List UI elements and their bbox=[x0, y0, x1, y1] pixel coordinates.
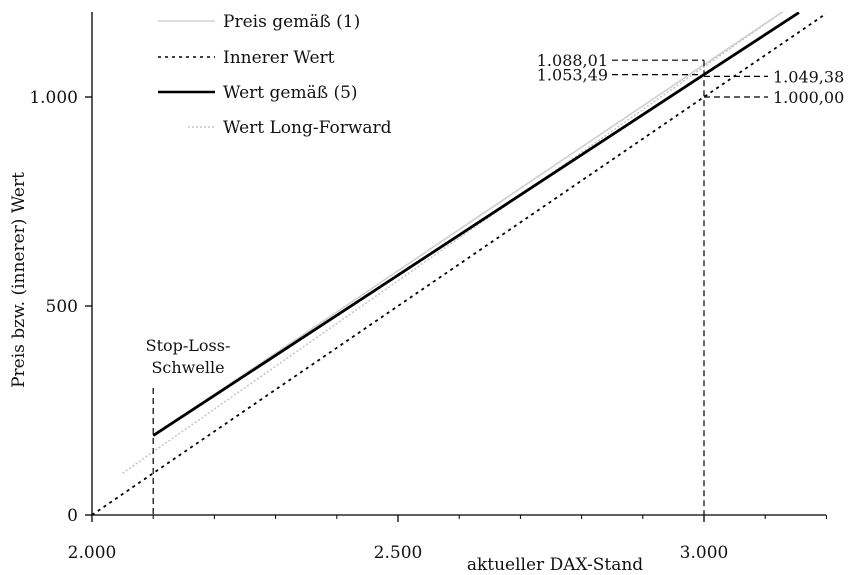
annotation-label-3: 1.000,00 bbox=[773, 88, 844, 107]
y-tick-label-2: 1.000 bbox=[29, 88, 78, 108]
series-line-0 bbox=[152, 12, 784, 437]
legend-label-series-0: Preis gemäß (1) bbox=[223, 12, 360, 32]
x-tick-label-1: 2.500 bbox=[374, 543, 423, 563]
series-line-3 bbox=[122, 12, 784, 474]
legend: Preis gemäß (1) Innerer Wert Wert gemäß … bbox=[158, 12, 392, 138]
annotations: 1.088,011.053,49 1.049,38 1.000,00 bbox=[537, 51, 845, 107]
y-tick-label-0: 0 bbox=[67, 506, 78, 526]
y-ticks: 0 500 1.000 bbox=[29, 88, 92, 526]
x-tick-label-2: 3.000 bbox=[680, 543, 729, 563]
y-axis-label: Preis bzw. (innerer) Wert bbox=[9, 172, 29, 388]
legend-label-series-1: Innerer Wert bbox=[223, 48, 335, 68]
series-line-1 bbox=[92, 12, 826, 515]
annotation-label-2: 1.049,38 bbox=[773, 67, 844, 86]
guide-lines bbox=[152, 60, 705, 515]
annotation-label-1: 1.053,49 bbox=[537, 66, 608, 85]
x-axis-label: aktueller DAX-Stand bbox=[467, 555, 643, 575]
stop-loss-label-line2: Schwelle bbox=[151, 358, 224, 377]
legend-label-series-3: Wert Long-Forward bbox=[223, 118, 392, 138]
series-line-2 bbox=[152, 12, 800, 437]
annotation-label-0: 1.088,01 bbox=[537, 51, 608, 70]
x-tick-label-0: 2.000 bbox=[68, 543, 117, 563]
legend-label-series-2: Wert gemäß (5) bbox=[223, 83, 358, 103]
series-layer bbox=[92, 12, 826, 515]
y-tick-label-1: 500 bbox=[46, 297, 78, 317]
stop-loss-label-line1: Stop-Loss- bbox=[146, 336, 231, 355]
x-ticks: 2.000 2.500 3.000 bbox=[68, 515, 827, 563]
